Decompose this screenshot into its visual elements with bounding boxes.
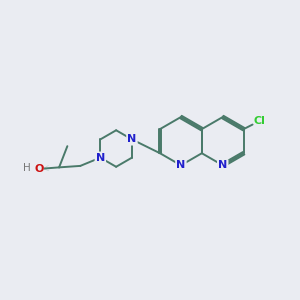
Text: Cl: Cl: [254, 116, 266, 126]
Text: N: N: [218, 160, 227, 170]
Text: O: O: [34, 164, 44, 174]
Text: H: H: [23, 163, 31, 173]
Text: N: N: [127, 134, 136, 144]
Text: N: N: [176, 160, 185, 170]
Text: N: N: [96, 153, 105, 163]
